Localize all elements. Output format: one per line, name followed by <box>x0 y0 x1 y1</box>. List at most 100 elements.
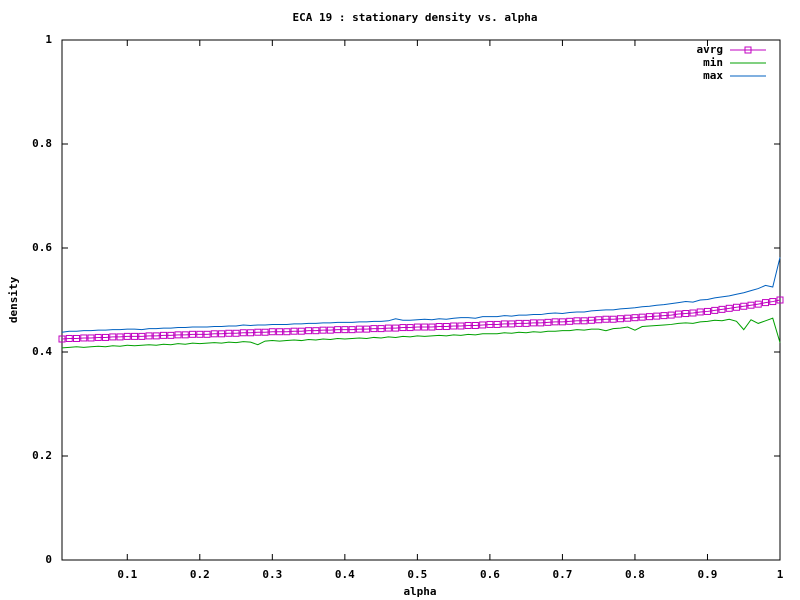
point-marker <box>580 317 588 325</box>
point-marker <box>522 319 530 327</box>
point-marker <box>319 326 327 334</box>
x-tick-label: 0.6 <box>480 568 500 581</box>
point-marker <box>457 322 465 330</box>
point-marker <box>283 328 291 336</box>
point-marker <box>80 334 88 342</box>
point-marker <box>428 323 436 331</box>
point-marker <box>413 323 421 331</box>
point-marker <box>167 331 175 339</box>
point-marker <box>276 328 284 336</box>
point-marker <box>131 332 139 340</box>
point-marker <box>703 307 711 315</box>
y-tick-label: 0.4 <box>32 345 52 358</box>
series-line <box>61 299 781 340</box>
point-marker <box>689 309 697 317</box>
chart-title: ECA 19 : stationary density vs. alpha <box>292 11 537 24</box>
point-marker <box>326 326 334 334</box>
point-marker <box>152 332 160 340</box>
x-tick-label: 0.8 <box>625 568 645 581</box>
point-marker <box>181 331 189 339</box>
point-marker <box>479 321 487 329</box>
point-marker <box>624 314 632 322</box>
point-marker <box>587 316 595 324</box>
point-marker <box>761 299 769 307</box>
point-marker <box>116 333 124 341</box>
point-marker <box>247 329 255 337</box>
point-marker <box>747 301 755 309</box>
x-tick-label: 1 <box>777 568 784 581</box>
point-marker <box>609 315 617 323</box>
point-marker <box>94 333 102 341</box>
point-marker <box>196 330 204 338</box>
legend-label: min <box>703 56 723 69</box>
series-line <box>61 257 781 333</box>
point-marker <box>65 334 73 342</box>
point-marker <box>210 330 218 338</box>
point-marker <box>529 319 537 327</box>
x-axis-label: alpha <box>403 585 436 598</box>
point-marker <box>573 317 581 325</box>
point-marker <box>290 327 298 335</box>
point-marker <box>595 316 603 324</box>
point-marker <box>138 332 146 340</box>
point-marker <box>740 302 748 310</box>
point-marker <box>268 328 276 336</box>
point-marker <box>616 315 624 323</box>
point-marker <box>638 313 646 321</box>
point-marker <box>377 325 385 333</box>
point-marker <box>218 330 226 338</box>
point-marker <box>667 311 675 319</box>
point-marker <box>674 310 682 318</box>
point-marker <box>239 329 247 337</box>
point-marker <box>406 324 414 332</box>
x-tick-label: 0.1 <box>117 568 137 581</box>
point-marker <box>544 318 552 326</box>
point-marker <box>566 317 574 325</box>
x-tick-label: 0.9 <box>698 568 718 581</box>
point-marker <box>348 326 356 334</box>
point-marker <box>645 313 653 321</box>
y-tick-label: 1 <box>45 33 52 46</box>
point-marker <box>464 321 472 329</box>
point-marker <box>551 318 559 326</box>
point-marker <box>769 298 777 306</box>
point-marker <box>660 312 668 320</box>
x-tick-label: 0.3 <box>262 568 282 581</box>
point-marker <box>435 323 443 331</box>
point-marker <box>500 320 508 328</box>
point-marker <box>515 319 523 327</box>
point-marker <box>305 327 313 335</box>
point-marker <box>58 335 66 343</box>
point-marker <box>711 306 719 314</box>
point-marker <box>602 315 610 323</box>
point-marker <box>203 330 211 338</box>
point-marker <box>493 320 501 328</box>
x-tick-label: 0.5 <box>407 568 427 581</box>
point-marker <box>123 332 131 340</box>
point-marker <box>450 322 458 330</box>
point-marker <box>537 319 545 327</box>
point-marker <box>508 320 516 328</box>
point-marker <box>261 328 269 336</box>
y-axis-label: density <box>7 276 20 323</box>
point-marker <box>160 331 168 339</box>
point-marker <box>87 334 95 342</box>
point-marker <box>363 325 371 333</box>
point-marker <box>486 320 494 328</box>
point-marker <box>399 324 407 332</box>
x-tick-label: 0.7 <box>552 568 572 581</box>
point-marker <box>421 323 429 331</box>
y-tick-label: 0.2 <box>32 449 52 462</box>
point-marker <box>297 327 305 335</box>
point-marker <box>558 318 566 326</box>
point-marker <box>471 321 479 329</box>
x-tick-label: 0.2 <box>190 568 210 581</box>
point-marker <box>174 331 182 339</box>
point-marker <box>653 312 661 320</box>
point-marker <box>145 332 153 340</box>
point-marker <box>355 325 363 333</box>
point-marker <box>442 323 450 331</box>
point-marker <box>254 328 262 336</box>
point-marker <box>384 324 392 332</box>
series-line <box>61 317 781 349</box>
